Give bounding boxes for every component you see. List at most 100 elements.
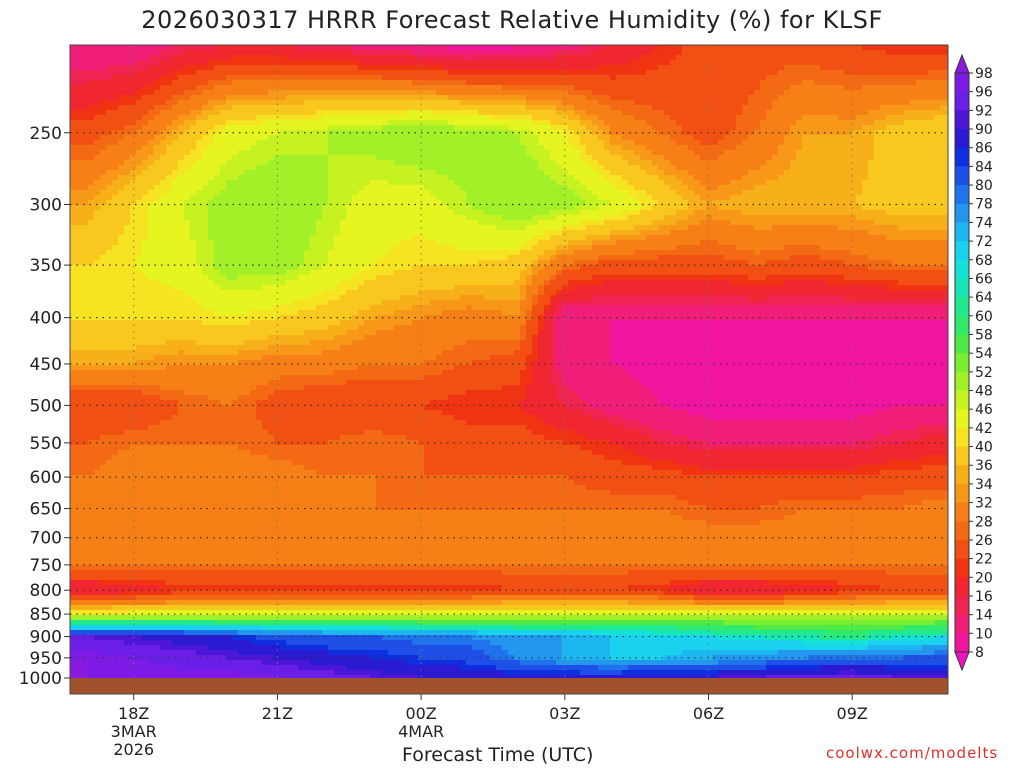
rh-cell: [550, 85, 557, 91]
rh-cell: [574, 210, 581, 216]
rh-cell: [112, 205, 119, 211]
rh-cell: [622, 45, 629, 51]
rh-cell: [544, 90, 551, 96]
rh-cell: [928, 180, 935, 186]
rh-cell: [406, 150, 413, 156]
rh-cell: [430, 85, 437, 91]
rh-cell: [712, 100, 719, 106]
rh-cell: [160, 150, 167, 156]
rh-cell: [706, 205, 713, 211]
rh-cell: [160, 130, 167, 136]
rh-cell: [916, 125, 923, 131]
rh-cell: [382, 55, 389, 61]
rh-cell: [238, 115, 245, 121]
rh-cell: [442, 140, 449, 146]
rh-cell: [472, 210, 479, 216]
rh-cell: [82, 165, 89, 171]
rh-cell: [328, 195, 335, 201]
rh-cell: [232, 50, 239, 56]
rh-cell: [202, 210, 209, 216]
rh-cell: [142, 200, 149, 206]
rh-cell: [190, 210, 197, 216]
rh-cell: [496, 170, 503, 176]
rh-cell: [178, 55, 185, 61]
rh-cell: [748, 155, 755, 161]
rh-cell: [508, 180, 515, 186]
rh-cell: [568, 50, 575, 56]
rh-cell: [886, 90, 893, 96]
rh-cell: [694, 115, 701, 121]
rh-cell: [898, 160, 905, 166]
rh-cell: [202, 55, 209, 61]
rh-cell: [172, 145, 179, 151]
rh-cell: [160, 145, 167, 151]
rh-cell: [406, 180, 413, 186]
rh-cell: [778, 80, 785, 86]
rh-cell: [700, 205, 707, 211]
rh-cell: [790, 195, 797, 201]
rh-cell: [580, 55, 587, 61]
rh-cell: [286, 55, 293, 61]
rh-cell: [922, 95, 929, 101]
rh-cell: [370, 150, 377, 156]
rh-cell: [454, 165, 461, 171]
rh-cell: [934, 120, 941, 126]
rh-cell: [436, 150, 443, 156]
rh-cell: [712, 75, 719, 81]
rh-cell: [622, 70, 629, 76]
rh-cell: [556, 45, 563, 51]
rh-cell: [670, 90, 677, 96]
rh-cell: [568, 200, 575, 206]
rh-cell: [484, 135, 491, 141]
rh-cell: [928, 85, 935, 91]
rh-cell: [892, 125, 899, 131]
rh-cell: [262, 160, 269, 166]
rh-cell: [814, 180, 821, 186]
rh-cell: [922, 170, 929, 176]
rh-cell: [400, 160, 407, 166]
rh-cell: [664, 85, 671, 91]
rh-cell: [718, 95, 725, 101]
rh-cell: [328, 65, 335, 71]
rh-cell: [892, 135, 899, 141]
rh-cell: [220, 160, 227, 166]
rh-cell: [106, 190, 113, 196]
rh-cell: [754, 70, 761, 76]
rh-cell: [460, 205, 467, 211]
rh-cell: [430, 160, 437, 166]
rh-cell: [118, 190, 125, 196]
rh-cell: [550, 205, 557, 211]
rh-cell: [256, 75, 263, 81]
rh-cell: [802, 95, 809, 101]
rh-cell: [880, 55, 887, 61]
rh-cell: [580, 140, 587, 146]
rh-cell: [196, 120, 203, 126]
rh-cell: [484, 100, 491, 106]
rh-cell: [568, 75, 575, 81]
rh-cell: [220, 185, 227, 191]
rh-cell: [574, 45, 581, 51]
rh-cell: [862, 210, 869, 216]
rh-cell: [346, 70, 353, 76]
rh-cell: [418, 155, 425, 161]
rh-cell: [550, 135, 557, 141]
rh-cell: [106, 145, 113, 151]
rh-cell: [598, 170, 605, 176]
rh-cell: [112, 50, 119, 56]
rh-cell: [76, 125, 83, 131]
rh-cell: [358, 175, 365, 181]
rh-cell: [310, 140, 317, 146]
rh-cell: [706, 195, 713, 201]
rh-cell: [778, 45, 785, 51]
rh-cell: [220, 130, 227, 136]
rh-cell: [160, 75, 167, 81]
rh-cell: [118, 140, 125, 146]
rh-cell: [424, 190, 431, 196]
rh-cell: [928, 210, 935, 216]
rh-cell: [898, 115, 905, 121]
rh-cell: [364, 150, 371, 156]
rh-cell: [160, 185, 167, 191]
rh-cell: [100, 75, 107, 81]
rh-cell: [772, 180, 779, 186]
rh-cell: [598, 95, 605, 101]
